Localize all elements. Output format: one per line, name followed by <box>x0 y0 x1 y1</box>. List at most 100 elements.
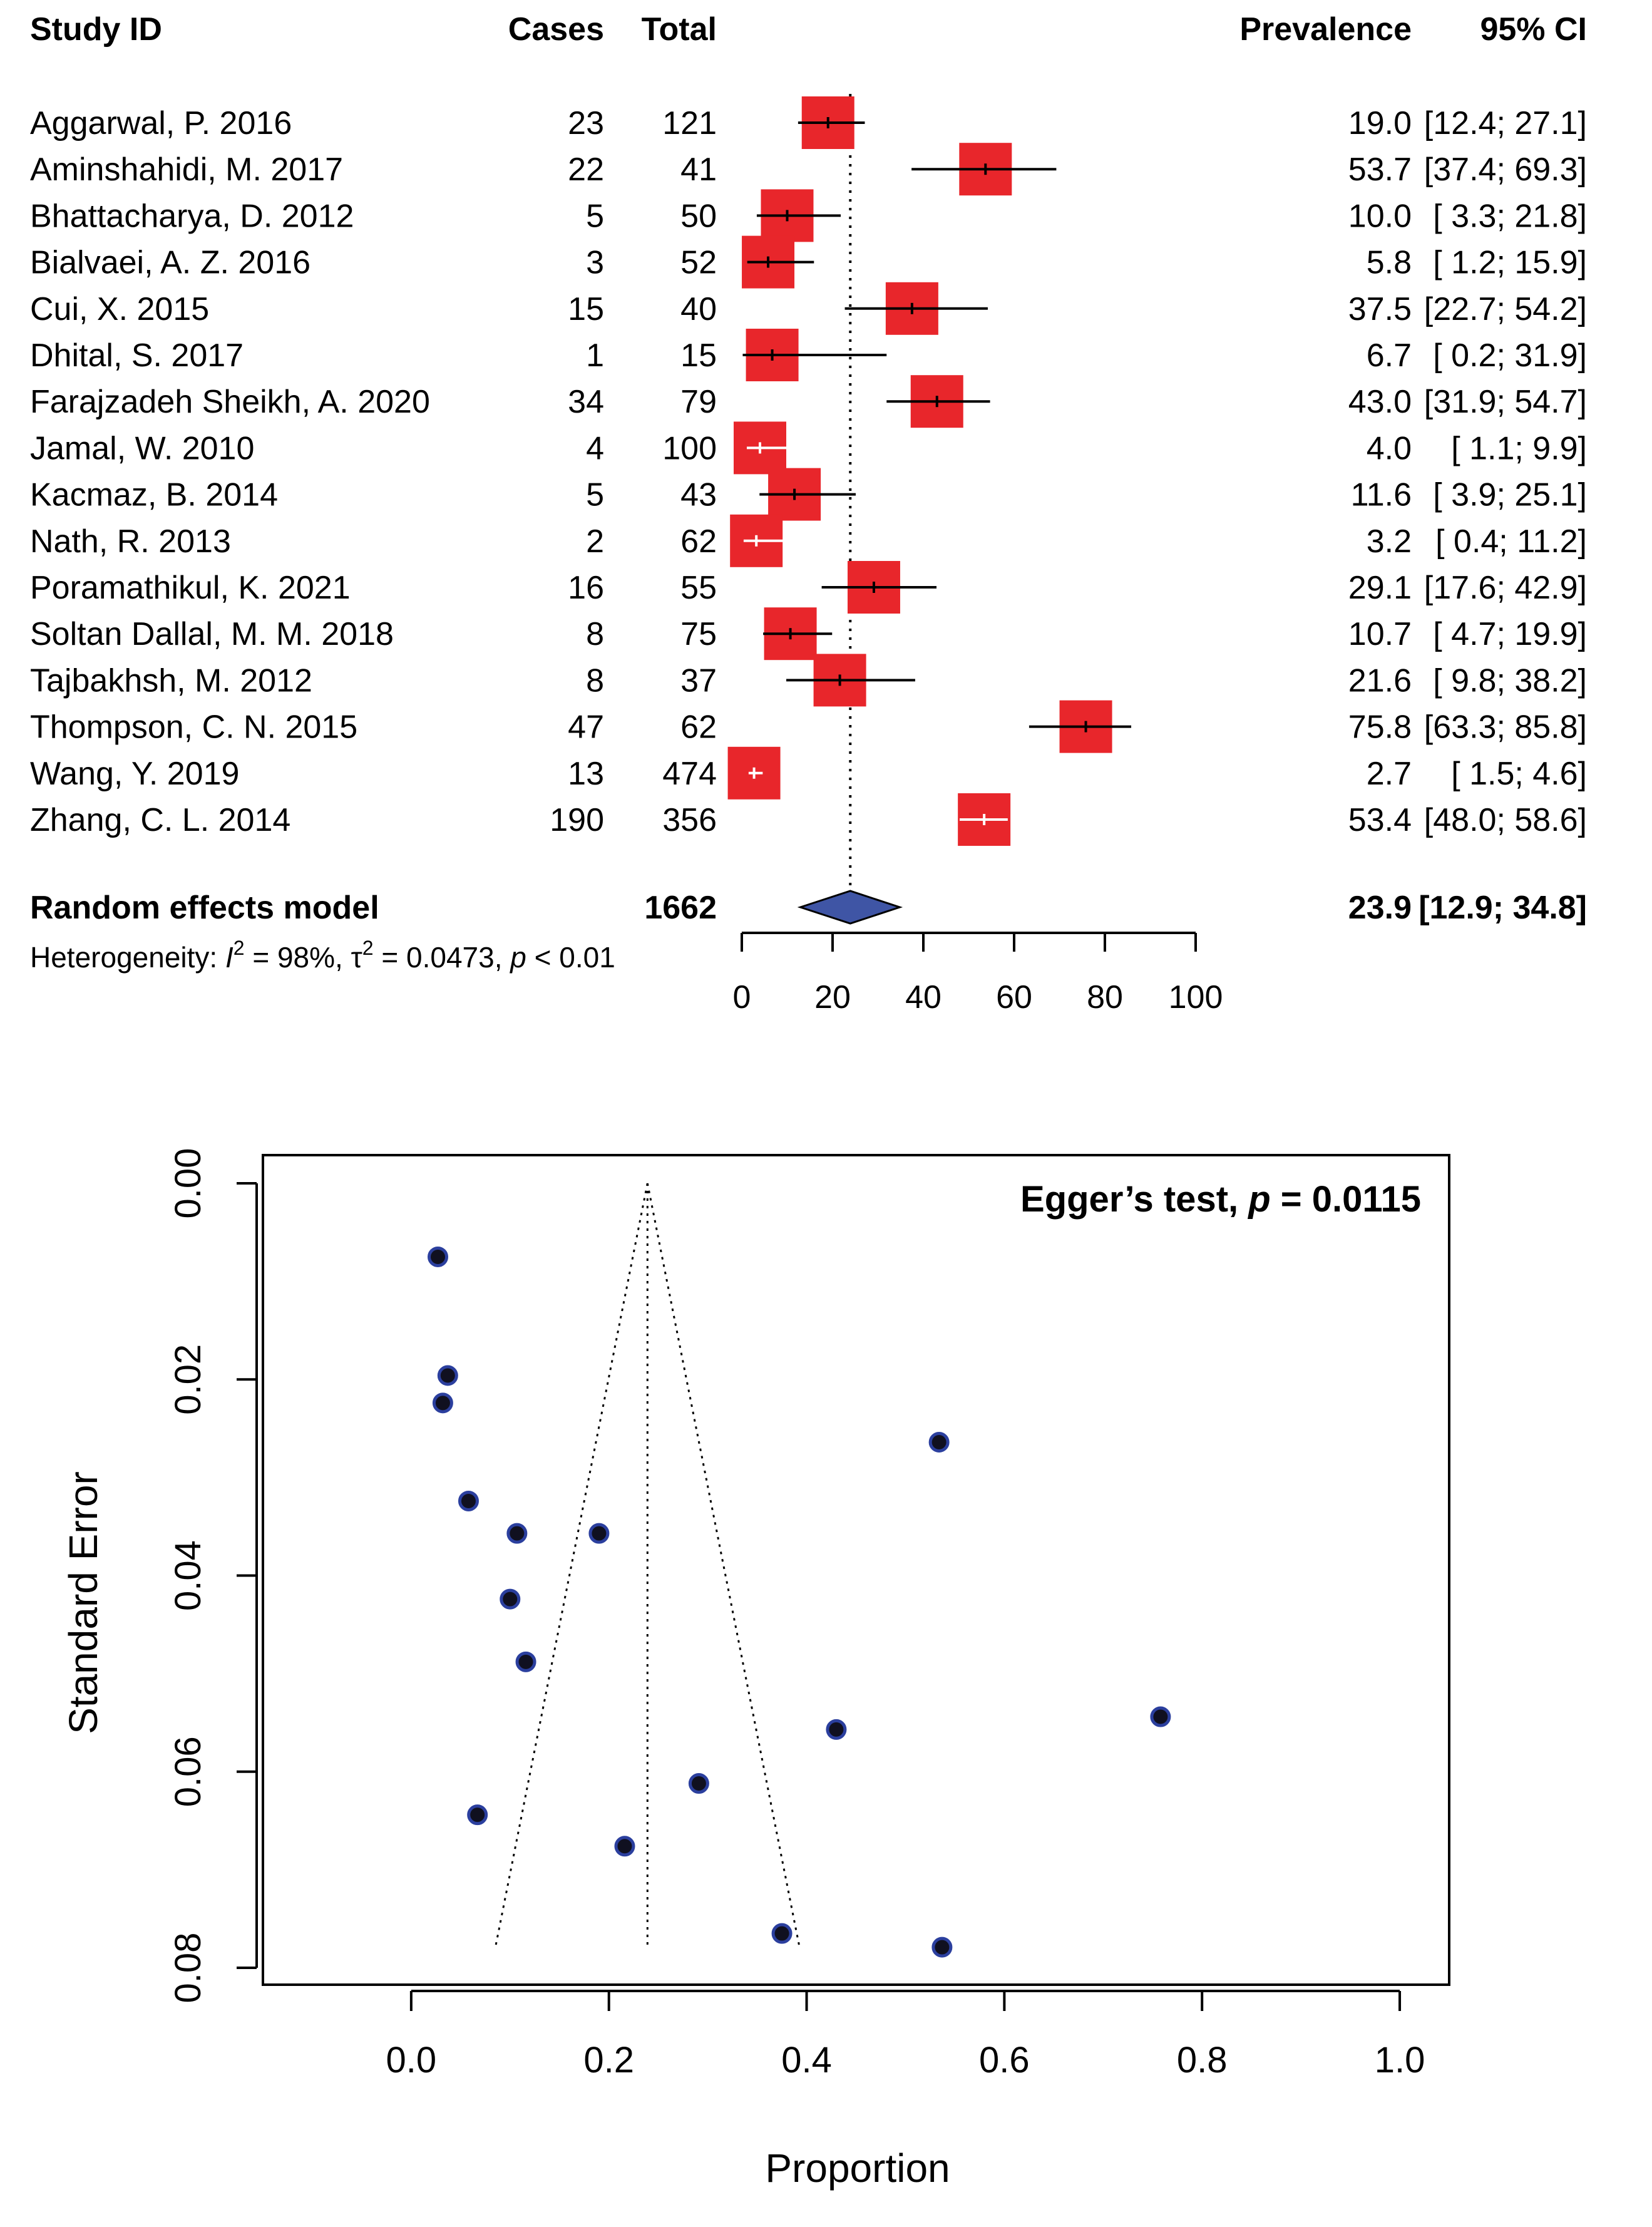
header-cases: Cases <box>508 11 604 48</box>
funnel-data-point <box>515 1651 536 1672</box>
study-prevalence: 29.1 <box>1348 570 1412 606</box>
study-cases: 8 <box>586 616 604 652</box>
study-total: 40 <box>680 291 717 327</box>
study-ci: [17.6; 42.9] <box>1424 570 1587 606</box>
study-cases: 3 <box>586 245 604 281</box>
funnel-data-point <box>614 1836 635 1857</box>
study-total: 79 <box>680 384 717 420</box>
pooled-label: Random effects model <box>30 890 379 926</box>
study-cases: 15 <box>568 291 604 327</box>
study-prevalence: 4.0 <box>1367 430 1412 466</box>
study-name: Aggarwal, P. 2016 <box>30 105 292 141</box>
study-cases: 8 <box>586 662 604 699</box>
study-total: 50 <box>680 198 717 234</box>
study-name: Poramathikul, K. 2021 <box>30 570 351 606</box>
study-prevalence: 3.2 <box>1367 523 1412 560</box>
study-total: 52 <box>680 245 717 281</box>
header-prevalence: Prevalence <box>1239 11 1412 48</box>
study-total: 75 <box>680 616 717 652</box>
funnel-x-tick-label: 0.0 <box>386 2040 437 2080</box>
funnel-y-axis-title: Standard Error <box>61 1471 106 1734</box>
study-total: 15 <box>680 337 717 374</box>
study-cases: 22 <box>568 152 604 188</box>
study-total: 41 <box>680 152 717 188</box>
funnel-data-point <box>500 1588 521 1610</box>
study-total: 62 <box>680 709 717 746</box>
study-name: Bialvaei, A. Z. 2016 <box>30 245 310 281</box>
study-total: 37 <box>680 662 717 699</box>
study-ci: [ 4.7; 19.9] <box>1433 616 1587 652</box>
pooled-total: 1662 <box>644 890 717 926</box>
study-ci: [ 1.5; 4.6] <box>1451 756 1587 792</box>
study-name: Tajbakhsh, M. 2012 <box>30 662 312 699</box>
funnel-x-axis-title: Proportion <box>765 2146 950 2191</box>
study-ci: [22.7; 54.2] <box>1424 291 1587 327</box>
study-cases: 5 <box>586 198 604 234</box>
study-cases: 13 <box>568 756 604 792</box>
study-ci: [ 3.9; 25.1] <box>1433 477 1587 513</box>
study-ci: [ 3.3; 21.8] <box>1433 198 1587 234</box>
study-name: Thompson, C. N. 2015 <box>30 709 357 746</box>
study-ci: [48.0; 58.6] <box>1424 802 1587 838</box>
funnel-x-tick-label: 0.2 <box>583 2040 634 2080</box>
funnel-left-boundary <box>494 1183 649 1948</box>
study-name: Wang, Y. 2019 <box>30 756 239 792</box>
study-ci: [ 9.8; 38.2] <box>1433 662 1587 699</box>
funnel-plot-frame <box>262 1154 1450 1986</box>
study-cases: 16 <box>568 570 604 606</box>
study-cases: 2 <box>586 523 604 560</box>
funnel-data-point <box>826 1719 847 1740</box>
funnel-right-boundary <box>646 1183 801 1948</box>
study-prevalence: 5.8 <box>1367 245 1412 281</box>
study-ci: [37.4; 69.3] <box>1424 152 1587 188</box>
study-total: 100 <box>662 430 717 466</box>
header-study: Study ID <box>30 11 162 48</box>
funnel-data-point <box>928 1431 950 1453</box>
study-prevalence: 21.6 <box>1348 662 1412 699</box>
header-ci: 95% CI <box>1480 11 1587 48</box>
study-cases: 23 <box>568 105 604 141</box>
funnel-y-tick-label: 0.06 <box>168 1736 208 1807</box>
forest-x-tick-label: 80 <box>1087 979 1123 1016</box>
funnel-y-tick-label: 0.08 <box>168 1933 208 2003</box>
study-prevalence: 75.8 <box>1348 709 1412 746</box>
study-name: Aminshahidi, M. 2017 <box>30 152 343 188</box>
study-total: 474 <box>662 756 717 792</box>
forest-x-tick-label: 100 <box>1169 979 1223 1016</box>
study-prevalence: 19.0 <box>1348 105 1412 141</box>
study-ci: [ 1.2; 15.9] <box>1433 245 1587 281</box>
funnel-x-tick-label: 0.6 <box>979 2040 1030 2080</box>
study-total: 55 <box>680 570 717 606</box>
funnel-x-tick-label: 1.0 <box>1375 2040 1425 2080</box>
study-cases: 34 <box>568 384 604 420</box>
study-prevalence: 53.4 <box>1348 802 1412 838</box>
study-ci: [12.4; 27.1] <box>1424 105 1587 141</box>
funnel-data-point <box>588 1523 610 1544</box>
study-prevalence: 43.0 <box>1348 384 1412 420</box>
forest-x-tick-label: 60 <box>996 979 1032 1016</box>
study-name: Soltan Dallal, M. M. 2018 <box>30 616 394 652</box>
study-ci: [63.3; 85.8] <box>1424 709 1587 746</box>
study-prevalence: 53.7 <box>1348 152 1412 188</box>
funnel-data-point <box>506 1523 528 1544</box>
study-prevalence: 11.6 <box>1351 477 1412 513</box>
heterogeneity-text: Heterogeneity: I2 = 98%, τ2 = 0.0473, p … <box>30 937 615 974</box>
forest-plot: Study ID Cases Total Prevalence 95% CI Aggarw… <box>30 11 1587 1016</box>
study-total: 43 <box>680 477 717 513</box>
study-name: Kacmaz, B. 2014 <box>30 477 278 513</box>
forest-x-tick-label: 0 <box>733 979 751 1016</box>
forest-x-tick-label: 20 <box>814 979 851 1016</box>
funnel-data-point <box>771 1923 793 1944</box>
funnel-data-point <box>467 1804 488 1826</box>
pooled-diamond <box>797 890 903 925</box>
funnel-y-tick-label: 0.04 <box>168 1540 208 1611</box>
study-ci: [31.9; 54.7] <box>1424 384 1587 420</box>
study-cases: 190 <box>550 802 604 838</box>
study-ci: [ 0.2; 31.9] <box>1433 337 1587 374</box>
study-ci: [ 0.4; 11.2] <box>1435 523 1587 560</box>
study-total: 62 <box>680 523 717 560</box>
study-name: Jamal, W. 2010 <box>30 430 254 466</box>
study-name: Cui, X. 2015 <box>30 291 209 327</box>
funnel-y-tick-label: 0.00 <box>168 1148 208 1219</box>
